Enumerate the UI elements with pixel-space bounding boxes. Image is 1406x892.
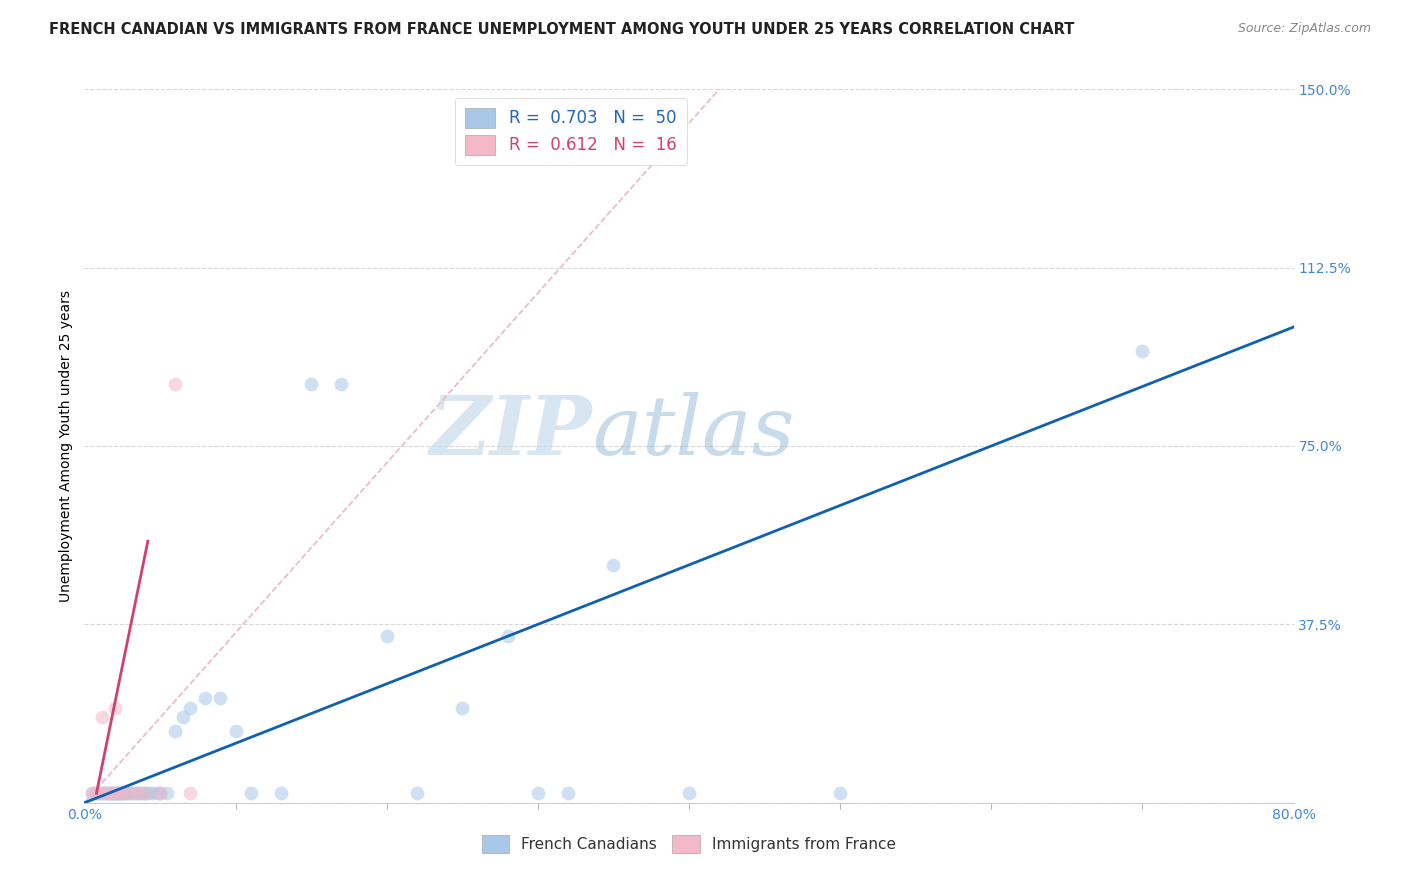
Point (179, 700, 201, 714)
Point (194, 691, 217, 706)
Point (165, 724, 187, 739)
Point (1130, 343, 1153, 358)
Text: Source: ZipAtlas.com: Source: ZipAtlas.com (1237, 22, 1371, 36)
Point (107, 786, 129, 800)
Point (91, 786, 114, 800)
Point (602, 558, 624, 572)
Point (114, 786, 136, 800)
Point (91, 710, 114, 724)
Point (136, 786, 159, 800)
Point (108, 786, 131, 800)
Point (299, 377, 322, 392)
Point (141, 786, 163, 800)
Point (111, 786, 134, 800)
Point (100, 786, 122, 800)
Point (86, 786, 108, 800)
Point (89, 786, 111, 800)
Point (134, 786, 156, 800)
Point (330, 377, 353, 392)
Point (209, 691, 232, 706)
Point (112, 786, 135, 800)
Point (127, 786, 149, 800)
Point (97, 786, 120, 800)
Point (131, 786, 153, 800)
Point (134, 786, 156, 800)
Point (80, 786, 103, 800)
Point (496, 629, 519, 643)
Point (105, 786, 128, 800)
Point (97, 786, 120, 800)
Point (406, 786, 429, 800)
Point (172, 710, 194, 724)
Point (89, 786, 111, 800)
Point (107, 786, 129, 800)
Point (100, 786, 122, 800)
Point (93, 786, 115, 800)
Point (146, 786, 169, 800)
Point (104, 786, 127, 800)
Point (118, 786, 141, 800)
Text: atlas: atlas (592, 392, 794, 472)
Point (375, 629, 398, 643)
Point (527, 786, 550, 800)
Point (80, 786, 103, 800)
Point (156, 786, 179, 800)
Point (104, 700, 127, 714)
Point (111, 786, 134, 800)
Point (94, 786, 117, 800)
Point (98, 786, 121, 800)
Text: FRENCH CANADIAN VS IMMIGRANTS FROM FRANCE UNEMPLOYMENT AMONG YOUTH UNDER 25 YEAR: FRENCH CANADIAN VS IMMIGRANTS FROM FRANC… (49, 22, 1074, 37)
Point (165, 377, 187, 392)
Y-axis label: Unemployment Among Youth under 25 years: Unemployment Among Youth under 25 years (59, 290, 73, 602)
Point (118, 786, 141, 800)
Point (225, 724, 247, 739)
Point (121, 786, 143, 800)
Text: ZIP: ZIP (430, 392, 592, 472)
Point (149, 786, 172, 800)
Point (86, 786, 108, 800)
Point (179, 786, 201, 800)
Point (125, 786, 148, 800)
Point (149, 786, 172, 800)
Point (128, 786, 150, 800)
Point (110, 786, 132, 800)
Point (239, 786, 262, 800)
Legend: French Canadians, Immigrants from France: French Canadians, Immigrants from France (475, 829, 903, 859)
Point (830, 786, 852, 800)
Point (678, 786, 700, 800)
Point (451, 700, 474, 714)
Point (557, 786, 579, 800)
Point (270, 786, 292, 800)
Point (101, 786, 124, 800)
Point (115, 786, 138, 800)
Point (96, 786, 118, 800)
